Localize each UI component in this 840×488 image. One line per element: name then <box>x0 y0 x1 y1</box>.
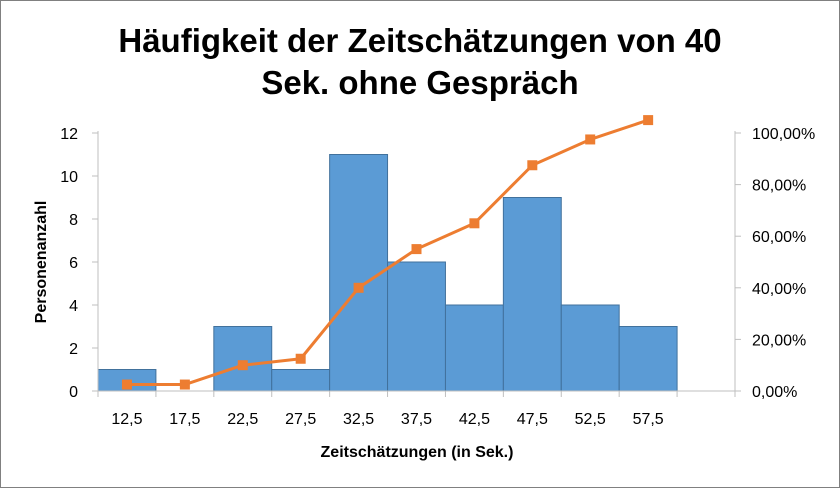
x-tick-label: 12,5 <box>111 411 142 428</box>
axes-layer <box>92 131 741 397</box>
x-tick-label: 22,5 <box>227 411 258 428</box>
cumulative-line-layer <box>121 115 654 390</box>
y2-tick-label: 20,00% <box>752 332 806 349</box>
y-tick-label: 0 <box>69 384 78 401</box>
cumulative-marker <box>469 218 480 229</box>
y2-tick-label: 60,00% <box>752 229 806 246</box>
cumulative-marker <box>121 379 132 390</box>
y-tick-label: 8 <box>69 212 78 229</box>
x-tick-label: 37,5 <box>401 411 432 428</box>
cumulative-marker <box>527 160 538 171</box>
y-tick-label: 10 <box>60 169 78 186</box>
y-tick-label: 2 <box>69 341 78 358</box>
x-tick-label: 57,5 <box>633 411 664 428</box>
cumulative-marker <box>237 360 248 371</box>
cumulative-marker <box>643 115 654 126</box>
chart-title-line-2: Sek. ohne Gespräch <box>261 64 579 101</box>
y-axis-title: Personenanzahl <box>33 201 50 324</box>
y2-tick-label: 100,00% <box>752 126 815 143</box>
x-tick-label: 27,5 <box>285 411 316 428</box>
histogram-bar <box>271 369 331 392</box>
histogram-bar <box>560 304 620 392</box>
chart-title-line-1: Häufigkeit der Zeitschätzungen von 40 <box>118 22 722 59</box>
x-tick-label: 42,5 <box>459 411 490 428</box>
x-tick-label: 47,5 <box>517 411 548 428</box>
cumulative-marker <box>585 134 596 145</box>
y-tick-label: 12 <box>60 126 78 143</box>
y2-tick-label: 40,00% <box>752 281 806 298</box>
histogram-bar <box>387 261 446 392</box>
x-tick-label: 32,5 <box>343 411 374 428</box>
cumulative-marker <box>411 244 422 255</box>
cumulative-marker <box>179 379 190 390</box>
histogram-bar <box>502 197 562 392</box>
x-tick-label: 17,5 <box>169 411 200 428</box>
cumulative-marker <box>295 353 306 364</box>
chart-title: Häufigkeit der Zeitschätzungen von 40 Se… <box>0 20 840 104</box>
y2-tick-label: 80,00% <box>752 178 806 195</box>
histogram-bar <box>618 326 678 392</box>
y2-tick-label: 0,00% <box>752 384 797 401</box>
tick-labels-layer: 0 2 4 6 8 10 12 0,00% 20,00% 40,00% 60,00% 80,00% 10… <box>60 126 815 428</box>
histogram-bar <box>444 304 504 392</box>
y-tick-label: 6 <box>69 255 78 272</box>
y-tick-label: 4 <box>69 298 78 315</box>
x-tick-label: 52,5 <box>575 411 606 428</box>
cumulative-line <box>126 118 649 387</box>
bars-layer <box>97 154 678 392</box>
x-axis-title: Zeitschätzungen (in Sek.) <box>321 444 514 461</box>
cumulative-marker <box>353 282 364 293</box>
histogram-bar <box>213 326 273 392</box>
